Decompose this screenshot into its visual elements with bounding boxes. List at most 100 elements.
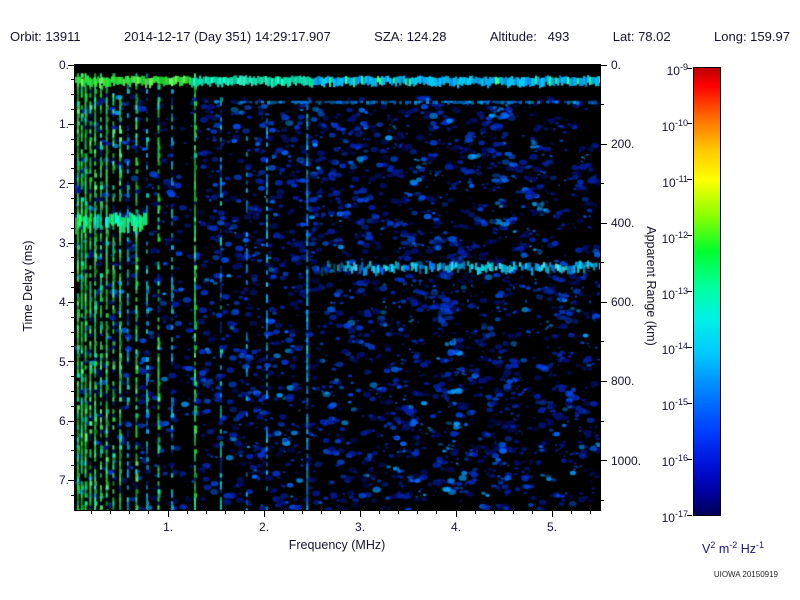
x-axis-minor-tick [244,510,246,514]
x-axis-tick [263,510,265,517]
y2-axis-minor-tick [600,341,604,343]
y-tick-label: 1. [58,117,69,132]
y-axis-minor-tick [71,494,75,496]
x-axis-minor-tick [436,510,438,514]
y-axis-minor-tick [71,435,75,437]
x-axis-tick [455,510,457,517]
colorbar-tick [687,235,692,237]
y2-tick-label: 800. [611,374,635,389]
y-axis-minor-tick [71,346,75,348]
header-field: Altitude: 493 [489,29,570,44]
y2-axis-tick [600,301,607,303]
header-info-bar: Orbit: 13911 2014-12-17 (Day 351) 14:29:1… [10,29,790,44]
x-axis-minor-tick [570,510,572,514]
y-axis-minor-tick [71,450,75,452]
y-tick-label: 0. [58,58,69,72]
y-tick-label: 4. [58,295,69,310]
colorbar-tick [687,514,692,516]
colorbar-tick-label: 10-13 [661,285,688,302]
y-axis-minor-tick [71,168,75,170]
credit-text: UIOWA 20150919 [713,570,778,579]
header-field: 2014-12-17 (Day 351) 14:29:17.907 [124,29,331,44]
x-axis-minor-tick [340,510,342,514]
spectrogram-canvas [75,65,600,510]
x-axis-tick [551,510,553,517]
y-axis-minor-tick [71,79,75,81]
x-axis-minor-tick [378,510,380,514]
colorbar-tick-label: 10-12 [661,229,688,246]
colorbar-tick [687,123,692,125]
colorbar-unit-label: V2 m-2 Hz-1 [701,540,765,556]
x-axis-minor-tick [90,510,92,514]
y-axis-minor-tick [71,405,75,407]
y-axis-minor-tick [71,109,75,110]
x-axis-minor-tick [321,510,323,514]
y-axis-tick [68,479,75,481]
x-axis-minor-tick [148,510,150,514]
y-tick-label: 2. [58,176,69,191]
colorbar-tick [687,402,692,404]
y2-axis-minor-tick [600,499,604,501]
colorbar-tick [687,179,692,181]
y2-axis-minor-tick [600,420,604,422]
y-axis-minor-tick [71,376,75,377]
y2-tick-label: 1000. [611,453,642,468]
y-axis-minor-tick [71,287,75,288]
y-tick-label: 7. [58,473,69,488]
colorbar-tick [687,346,692,348]
colorbar-tick [687,458,692,460]
y-axis-minor-tick [71,331,75,333]
y2-axis-tick [600,380,607,382]
x-tick-label: 3. [355,520,366,534]
header-field: Lat: 78.02 [612,29,671,44]
y-axis-tick [68,242,75,244]
y2-tick-label: 600. [611,295,635,310]
y-axis-minor-tick [71,316,75,318]
y2-axis-tick [600,64,607,66]
colorbar [693,67,721,516]
x-tick-label: 1. [163,520,174,534]
x-tick-label: 5. [546,520,557,534]
y-axis-tick [68,301,75,303]
x-axis-minor-tick [532,510,534,514]
header-field: Orbit: 13911 [10,29,81,44]
y2-axis-tick [600,222,607,224]
x-axis-minor-tick [589,510,591,514]
x-axis-minor-tick [186,510,188,514]
colorbar-tick [687,291,692,292]
x-axis-minor-tick [493,510,495,514]
x-axis-minor-tick [225,510,227,514]
x-axis-tick [167,510,169,517]
colorbar-tick [687,67,692,69]
colorbar-tick-label: 10-14 [661,341,688,358]
x-axis-minor-tick [397,510,399,514]
y-axis-minor-tick [71,257,75,259]
spectrogram-plot-area [74,64,601,511]
y-axis-minor-tick [71,94,75,96]
x-axis-tick [359,510,361,517]
colorbar-tick-label: 10-9 [666,62,688,78]
y-axis-minor-tick [71,390,75,392]
y-axis-minor-tick [71,198,75,199]
y2-axis-tick [600,143,607,145]
x-axis-minor-tick [205,510,207,514]
x-axis-minor-tick [417,510,419,514]
y-axis-minor-tick [71,212,75,214]
colorbar-tick-label: 10-15 [661,397,688,414]
header-field: SZA: 124.28 [374,29,447,44]
y-tick-label: 3. [58,236,69,250]
colorbar-tick-label: 10-11 [662,173,688,190]
y-axis-tick [68,64,75,66]
x-tick-label: 4. [451,520,462,534]
colorbar-tick-label: 10-10 [661,117,688,134]
colorbar-tick-label: 10-16 [661,453,688,470]
x-axis-minor-tick [110,510,111,514]
header-field: Long: 159.97 [714,29,790,44]
y2-tick-label: 200. [611,137,635,152]
y-axis-minor-tick [71,465,75,466]
colorbar-tick-label: 10-17 [661,509,688,525]
y2-tick-label: 400. [611,216,635,231]
y2-axis-minor-tick [600,183,604,185]
x-tick-label: 2. [259,520,270,534]
